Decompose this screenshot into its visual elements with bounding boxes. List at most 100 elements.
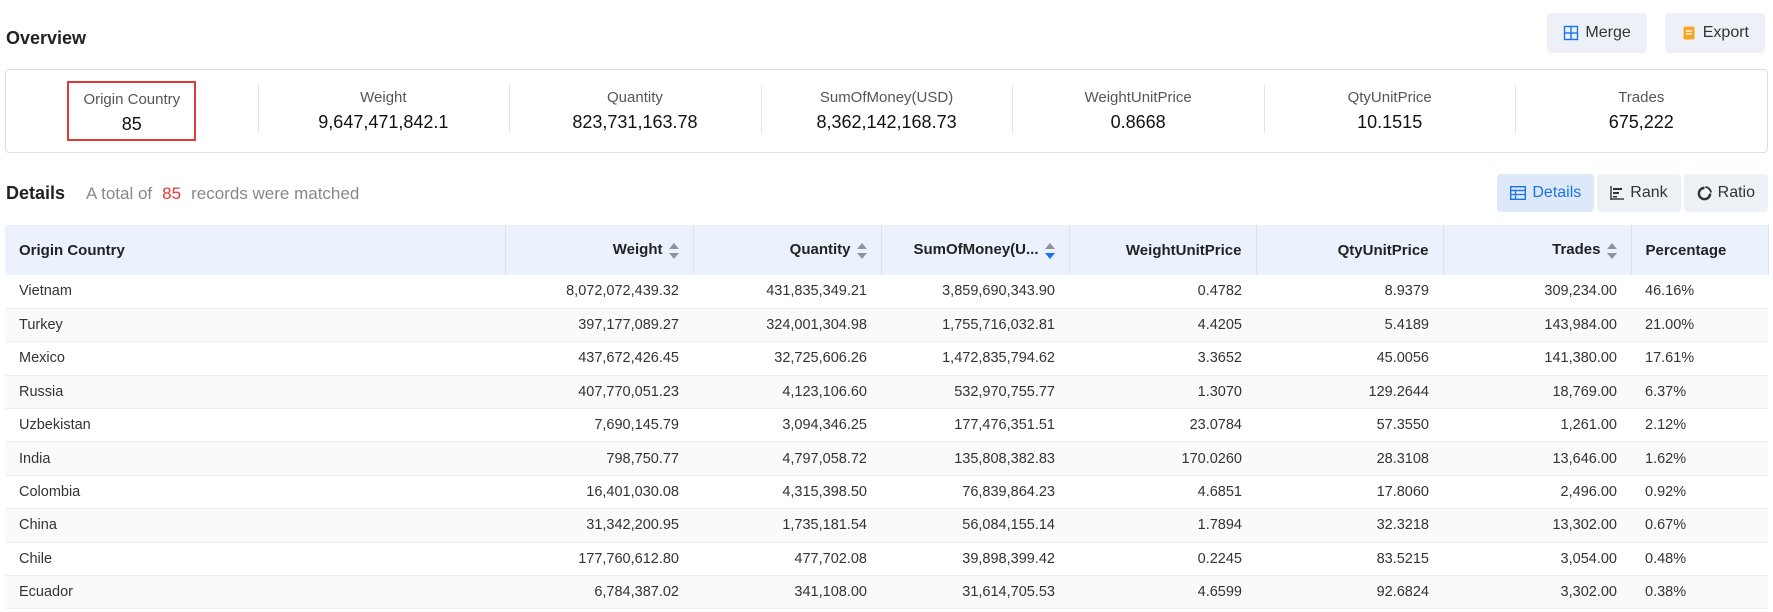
stat-value: 823,731,163.78: [572, 112, 698, 132]
table-cell: 2.12%: [1631, 408, 1768, 443]
table-cell: 437,672,426.45: [505, 341, 693, 376]
sort-icon[interactable]: [1606, 242, 1617, 259]
table-cell: 4.4205: [1069, 308, 1256, 343]
stat-sum-of-money[interactable]: SumOfMoney(USD) 8,362,142,168.73: [760, 70, 1013, 152]
view-rank-button[interactable]: Rank: [1597, 174, 1681, 212]
table-cell: 39,898,399.42: [881, 542, 1069, 577]
sort-icon[interactable]: [668, 242, 679, 259]
table-cell: 341,108.00: [693, 575, 881, 610]
table-cell: 6,784,387.02: [505, 575, 693, 610]
stat-trades[interactable]: Trades 675,222: [1515, 70, 1767, 152]
details-table: Origin Country Weight Quantity SumOfMone…: [5, 225, 1769, 610]
export-icon: [1681, 25, 1697, 41]
table-row[interactable]: Ecuador 6,784,387.02 341,108.00 31,614,705.…: [5, 575, 1768, 610]
table-cell: 407,770,051.23: [505, 375, 693, 410]
column-header-weight[interactable]: Weight: [505, 225, 694, 275]
table-cell: 8,072,072,439.32: [505, 275, 693, 309]
view-ratio-label: Ratio: [1717, 184, 1755, 201]
stat-weight[interactable]: Weight 9,647,471,842.1: [257, 70, 510, 152]
table-cell: 0.2245: [1069, 542, 1256, 577]
table-cell: 23.0784: [1069, 408, 1256, 443]
view-ratio-button[interactable]: Ratio: [1683, 174, 1768, 212]
stat-weight-unit-price[interactable]: WeightUnitPrice 0.8668: [1012, 70, 1264, 152]
table-cell: 83.5215: [1256, 542, 1443, 577]
export-label: Export: [1702, 24, 1749, 41]
sort-desc-icon[interactable]: [1044, 242, 1055, 259]
table-cell: 0.48%: [1631, 542, 1768, 577]
column-header-origin-country[interactable]: Origin Country: [5, 225, 506, 275]
sort-icon[interactable]: [856, 242, 867, 259]
table-cell: 324,001,304.98: [693, 308, 881, 343]
table-cell: 4,797,058.72: [693, 441, 881, 476]
table-cell: 532,970,755.77: [881, 375, 1069, 410]
column-header-percentage[interactable]: Percentage: [1631, 225, 1769, 275]
details-summary: A total of 85 records were matched: [86, 184, 359, 204]
table-icon: [1510, 186, 1527, 200]
table-cell: 4,123,106.60: [693, 375, 881, 410]
stat-value: 675,222: [1608, 112, 1674, 132]
details-title: Details: [6, 183, 66, 203]
table-cell: 3,859,690,343.90: [881, 275, 1069, 309]
table-cell: 129.2644: [1256, 375, 1443, 410]
column-header-trades[interactable]: Trades: [1443, 225, 1632, 275]
stat-label: Origin Country: [83, 91, 181, 108]
details-table-wrap: Origin Country Weight Quantity SumOfMone…: [5, 225, 1769, 610]
view-details-button[interactable]: Details: [1497, 174, 1595, 212]
stat-value: 8,362,142,168.73: [816, 112, 957, 132]
merge-icon: [1563, 25, 1579, 41]
stat-qty-unit-price[interactable]: QtyUnitPrice 10.1515: [1263, 70, 1516, 152]
table-cell: 309,234.00: [1443, 275, 1631, 309]
column-header-quantity[interactable]: Quantity: [693, 225, 882, 275]
table-cell: 92.6824: [1256, 575, 1443, 610]
stat-quantity[interactable]: Quantity 823,731,163.78: [509, 70, 761, 152]
table-cell: 3,054.00: [1443, 542, 1631, 577]
table-cell: Ecuador: [5, 575, 505, 610]
stat-label: Weight: [360, 89, 407, 106]
table-cell: 18,769.00: [1443, 375, 1631, 410]
table-row[interactable]: Colombia 16,401,030.08 4,315,398.50 76,839,…: [5, 475, 1768, 510]
table-row[interactable]: Russia 407,770,051.23 4,123,106.60 532,970,…: [5, 375, 1768, 410]
table-cell: 17.8060: [1256, 475, 1443, 510]
stat-label: WeightUnitPrice: [1084, 89, 1192, 106]
table-cell: 177,760,612.80: [505, 542, 693, 577]
column-header-weight-unit-price[interactable]: WeightUnitPrice: [1069, 225, 1257, 275]
table-row[interactable]: Vietnam 8,072,072,439.32 431,835,349.21 3,8…: [5, 275, 1768, 309]
stat-label: Trades: [1618, 89, 1665, 106]
table-cell: Colombia: [5, 475, 505, 510]
table-row[interactable]: Turkey 397,177,089.27 324,001,304.98 1,755,…: [5, 308, 1768, 343]
stat-value: 0.8668: [1110, 112, 1166, 132]
stat-value: 9,647,471,842.1: [318, 112, 449, 132]
column-header-sum-of-money[interactable]: SumOfMoney(U...: [881, 225, 1070, 275]
summary-count: 85: [162, 184, 182, 203]
table-cell: 32.3218: [1256, 508, 1443, 543]
table-row[interactable]: India 798,750.77 4,797,058.72 135,808,382.8…: [5, 441, 1768, 476]
stat-highlight-box: Origin Country 85: [67, 81, 197, 141]
table-cell: Russia: [5, 375, 505, 410]
table-cell: 57.3550: [1256, 408, 1443, 443]
table-cell: 1.7894: [1069, 508, 1256, 543]
column-header-qty-unit-price[interactable]: QtyUnitPrice: [1256, 225, 1444, 275]
ratio-icon: [1697, 185, 1712, 201]
table-cell: 46.16%: [1631, 275, 1768, 309]
view-details-label: Details: [1532, 184, 1582, 201]
table-cell: 31,342,200.95: [505, 508, 693, 543]
table-cell: 3,094,346.25: [693, 408, 881, 443]
table-cell: Vietnam: [5, 275, 505, 309]
table-cell: 16,401,030.08: [505, 475, 693, 510]
table-cell: 1.3070: [1069, 375, 1256, 410]
view-toggle: Details Rank Ratio: [1497, 174, 1768, 212]
table-cell: 28.3108: [1256, 441, 1443, 476]
table-row[interactable]: Mexico 437,672,426.45 32,725,606.26 1,472,8…: [5, 341, 1768, 376]
export-button[interactable]: Export: [1664, 13, 1765, 53]
table-row[interactable]: Chile 177,760,612.80 477,702.08 39,898,399.…: [5, 542, 1768, 577]
table-cell: 2,496.00: [1443, 475, 1631, 510]
table-cell: 1,261.00: [1443, 408, 1631, 443]
table-cell: Chile: [5, 542, 505, 577]
summary-suffix: records were matched: [191, 184, 360, 203]
table-row[interactable]: Uzbekistan 7,690,145.79 3,094,346.25 177,47…: [5, 408, 1768, 443]
stat-origin-country[interactable]: Origin Country 85: [6, 70, 258, 152]
stat-value: 85: [121, 114, 142, 134]
merge-button[interactable]: Merge: [1547, 13, 1647, 53]
stat-label: QtyUnitPrice: [1347, 89, 1432, 106]
table-row[interactable]: China 31,342,200.95 1,735,181.54 56,084,155…: [5, 508, 1768, 543]
